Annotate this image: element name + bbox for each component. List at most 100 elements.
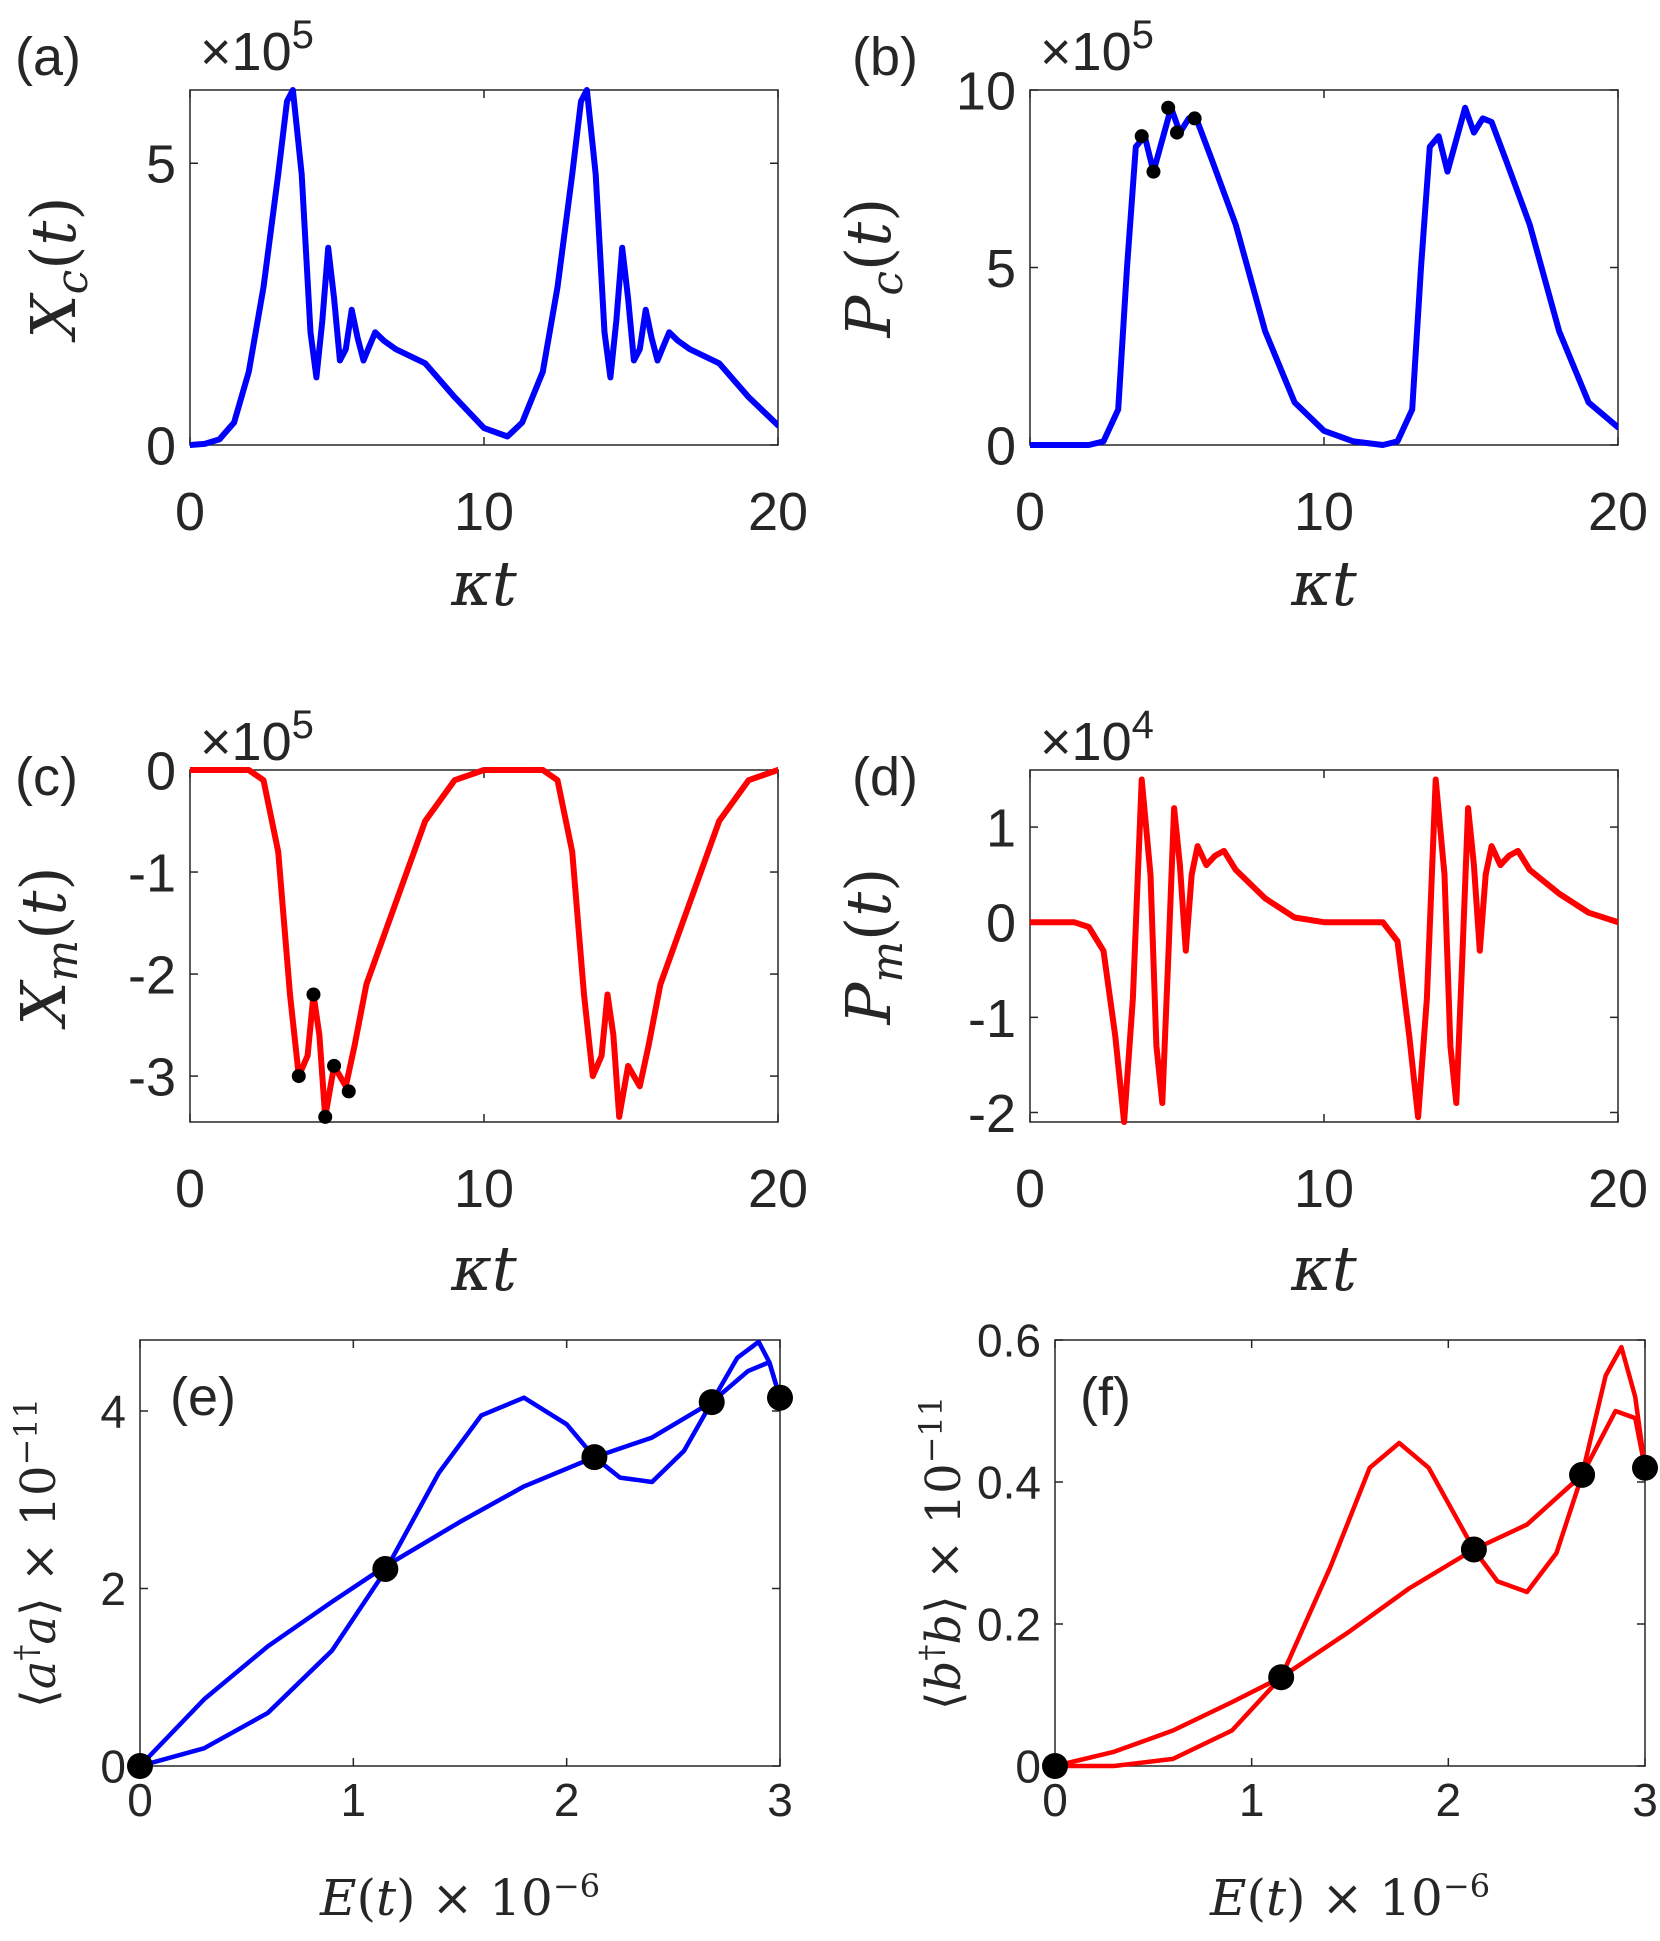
panel-a: 0 10 20 0 5 (a) ×105 Xc(t) κt [15, 13, 808, 620]
y-tick-label: -2 [128, 945, 176, 1005]
y-axis-label: ⟨b†b⟩ × 10−11 [912, 1396, 972, 1710]
y-tick-label: 0 [100, 1741, 126, 1793]
y-tick-label: 5 [986, 239, 1016, 299]
x-tick-label: 1 [1239, 1774, 1265, 1826]
x-tick-label: 0 [175, 1159, 205, 1219]
series-line-P_c [1030, 104, 1618, 448]
series-line-X_m [190, 767, 778, 1120]
y-tick-label: -1 [128, 843, 176, 903]
y-axis-label: Xm(t) [7, 866, 88, 1029]
panel-label: (f) [1080, 1367, 1131, 1427]
panel-d: 0 10 20 -2 -1 0 1 (d) ×104 Pm(t) κt [832, 703, 1648, 1305]
data-marker [127, 1753, 153, 1779]
y-tick-label: 1 [986, 799, 1016, 859]
y-tick-label: -1 [968, 989, 1016, 1049]
x-tick-label: 20 [1588, 482, 1648, 542]
series-line-P_m [1030, 776, 1618, 1125]
x-tick-label: 20 [748, 482, 808, 542]
data-marker [1569, 1461, 1596, 1488]
y-tick-label: -3 [128, 1048, 176, 1108]
x-tick-label: 10 [454, 482, 514, 542]
y-tick-label: 0 [146, 741, 176, 801]
y-tick-label: 0.2 [977, 1599, 1041, 1651]
x-tick-label: 10 [1294, 1159, 1354, 1219]
series-line-upper-branch [140, 1359, 780, 1769]
panel-label: (b) [852, 27, 918, 87]
axis-exponent: ×105 [200, 703, 314, 772]
y-tick-label: 0 [986, 416, 1016, 476]
x-tick-label: 0 [1042, 1774, 1068, 1826]
x-axis-label: κt [450, 547, 517, 620]
x-axis-label: E(t) × 10−6 [1209, 1867, 1490, 1927]
data-marker [1146, 164, 1161, 179]
series-line-upper-branch [1055, 1408, 1645, 1769]
x-tick-label: 0 [127, 1774, 153, 1826]
x-tick-label: 2 [1436, 1774, 1462, 1826]
y-axis-label: Pm(t) [832, 868, 913, 1026]
x-tick-label: 0 [175, 482, 205, 542]
data-marker [1460, 1536, 1487, 1563]
data-marker [327, 1058, 342, 1073]
x-tick-label: 10 [454, 1159, 514, 1219]
y-axis-label: ⟨a†a⟩ × 10−11 [7, 1398, 67, 1708]
x-axis-label: κt [1290, 1232, 1357, 1305]
x-tick-label: 0 [1015, 1159, 1045, 1219]
axes-box [189, 89, 779, 446]
data-marker [698, 1389, 725, 1416]
data-marker [1161, 100, 1176, 115]
y-tick-label: 0 [1015, 1741, 1041, 1793]
y-tick-label: 0 [986, 894, 1016, 954]
panel-f: 0 1 2 3 0 0.2 0.4 0.6 (f) ⟨b†b⟩ × 10−11 E(t) × 10−… [912, 1315, 1658, 1927]
y-axis-label: Xc(t) [17, 196, 98, 342]
x-axis-label: E(t) × 10−6 [319, 1867, 600, 1927]
y-axis-label: Pc(t) [832, 198, 913, 339]
data-marker [318, 1109, 333, 1124]
panel-b: 0 10 20 0 5 10 (b) ×105 Pc(t) κt [832, 13, 1648, 620]
y-tick-label: 0.6 [977, 1315, 1041, 1367]
axes-box [1054, 1339, 1646, 1767]
x-tick-label: 3 [1632, 1774, 1658, 1826]
data-marker [1134, 129, 1149, 144]
axis-exponent: ×105 [200, 13, 314, 82]
panel-c: 0 10 20 -3 -2 -1 0 (c) ×105 Xm(t) κt [7, 703, 808, 1305]
x-tick-label: 2 [554, 1774, 580, 1826]
y-tick-label: 0.4 [977, 1457, 1041, 1509]
data-marker [581, 1444, 608, 1471]
x-axis-label: κt [1290, 547, 1357, 620]
data-marker [1187, 111, 1202, 126]
axis-exponent: ×105 [1040, 13, 1154, 82]
data-marker [291, 1069, 306, 1084]
panel-e: 0 1 2 3 0 2 4 (e) ⟨a†a⟩ × 10−11 E(t) × 10−6 [7, 1339, 793, 1927]
series-line-lower-branch [140, 1339, 780, 1769]
panel-label: (c) [15, 747, 78, 807]
y-tick-label: 5 [146, 135, 176, 195]
data-marker [1042, 1753, 1068, 1779]
x-tick-label: 20 [748, 1159, 808, 1219]
y-tick-label: 0 [146, 416, 176, 476]
y-tick-label: 4 [100, 1386, 126, 1438]
axis-exponent: ×104 [1040, 703, 1154, 772]
series-line-lower-branch [1055, 1344, 1645, 1769]
x-axis-label: κt [450, 1232, 517, 1305]
data-marker [306, 987, 321, 1002]
x-tick-label: 10 [1294, 482, 1354, 542]
data-marker [1170, 125, 1184, 140]
x-tick-label: 1 [341, 1774, 367, 1826]
data-marker [767, 1384, 793, 1411]
axes-box [139, 1339, 781, 1767]
x-tick-label: 3 [767, 1774, 793, 1826]
y-tick-label: 10 [956, 61, 1016, 121]
data-marker [341, 1084, 356, 1099]
x-tick-label: 20 [1588, 1159, 1648, 1219]
panel-label: (e) [170, 1367, 236, 1427]
axes-box [189, 769, 779, 1123]
y-tick-label: -2 [968, 1084, 1016, 1144]
data-marker [1268, 1664, 1295, 1691]
panel-label: (a) [15, 27, 81, 87]
data-marker [1632, 1454, 1658, 1481]
y-tick-label: 2 [100, 1563, 126, 1615]
series-line-X_c [190, 87, 778, 448]
panel-label: (d) [852, 747, 918, 807]
data-marker [372, 1555, 399, 1582]
